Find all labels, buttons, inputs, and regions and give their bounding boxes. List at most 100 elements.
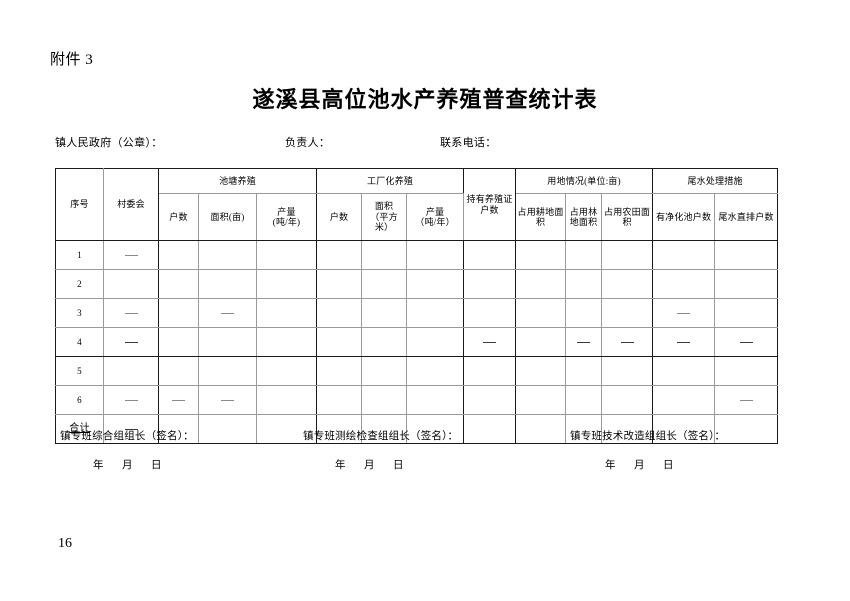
cell-land-farmland[interactable] bbox=[515, 298, 567, 328]
cell-license-households[interactable] bbox=[463, 327, 517, 357]
cell-factory-output[interactable] bbox=[406, 327, 465, 357]
cell-land-agri[interactable] bbox=[601, 240, 654, 270]
cell-license-households[interactable] bbox=[463, 298, 517, 328]
cell-license-households[interactable] bbox=[463, 385, 517, 415]
cell-village-committee[interactable] bbox=[103, 327, 159, 357]
cell-pond-area[interactable] bbox=[198, 240, 257, 270]
cell-seq[interactable]: 4 bbox=[55, 327, 104, 357]
cell-tailwater-direct[interactable] bbox=[714, 240, 779, 270]
cell-factory-area[interactable] bbox=[361, 385, 408, 415]
cell-pond-output[interactable] bbox=[255, 240, 318, 270]
cell-factory-area[interactable] bbox=[361, 240, 408, 270]
cell-land-forest[interactable] bbox=[565, 356, 603, 386]
cell-factory-output[interactable] bbox=[406, 356, 465, 386]
cell-seq[interactable]: 1 bbox=[55, 240, 104, 270]
cell-village-committee[interactable] bbox=[103, 269, 159, 299]
cell-land-agri[interactable] bbox=[601, 269, 654, 299]
cell-tailwater-purify[interactable] bbox=[652, 327, 716, 357]
cell-pond-output[interactable] bbox=[255, 356, 318, 386]
cell-land-farmland[interactable] bbox=[515, 327, 567, 357]
cell-village-committee[interactable] bbox=[103, 240, 159, 270]
cell-tailwater-purify[interactable] bbox=[652, 414, 716, 444]
cell-tailwater-direct[interactable] bbox=[714, 298, 779, 328]
cell-factory-output[interactable] bbox=[406, 298, 465, 328]
cell-land-farmland[interactable] bbox=[515, 269, 567, 299]
cell-tailwater-purify[interactable] bbox=[652, 240, 716, 270]
cell-seq[interactable]: 5 bbox=[55, 356, 104, 386]
cell-pond-households[interactable] bbox=[158, 385, 199, 415]
cell-land-forest[interactable] bbox=[565, 240, 603, 270]
cell-factory-output[interactable] bbox=[406, 414, 465, 444]
cell-pond-households[interactable] bbox=[158, 240, 199, 270]
cell-tailwater-direct[interactable] bbox=[714, 414, 779, 444]
cell-pond-households[interactable] bbox=[158, 269, 199, 299]
cell-factory-output[interactable] bbox=[406, 240, 465, 270]
cell-factory-output[interactable] bbox=[406, 269, 465, 299]
cell-land-agri[interactable] bbox=[601, 385, 654, 415]
cell-tailwater-purify[interactable] bbox=[652, 356, 716, 386]
cell-factory-households[interactable] bbox=[316, 385, 363, 415]
cell-pond-output[interactable] bbox=[255, 269, 318, 299]
cell-pond-households[interactable] bbox=[158, 327, 199, 357]
cell-license-households[interactable] bbox=[463, 269, 517, 299]
cell-pond-output[interactable] bbox=[255, 327, 318, 357]
cell-pond-area[interactable] bbox=[198, 298, 257, 328]
cell-factory-area[interactable] bbox=[361, 356, 408, 386]
cell-land-forest[interactable] bbox=[565, 385, 603, 415]
cell-pond-area[interactable] bbox=[198, 269, 257, 299]
cell-factory-households[interactable] bbox=[316, 356, 363, 386]
cell-village-committee[interactable] bbox=[103, 298, 159, 328]
cell-factory-area[interactable] bbox=[361, 269, 408, 299]
cell-land-forest[interactable] bbox=[565, 327, 603, 357]
cell-pond-output[interactable] bbox=[255, 385, 318, 415]
cell-tailwater-purify[interactable] bbox=[652, 269, 716, 299]
cell-land-agri[interactable] bbox=[601, 414, 654, 444]
cell-license-households[interactable] bbox=[463, 240, 517, 270]
cell-pond-output[interactable] bbox=[255, 298, 318, 328]
cell-factory-households[interactable] bbox=[316, 240, 363, 270]
cell-tailwater-direct[interactable] bbox=[714, 385, 779, 415]
cell-pond-area[interactable] bbox=[198, 356, 257, 386]
cell-village-committee[interactable] bbox=[103, 385, 159, 415]
cell-tailwater-direct[interactable] bbox=[714, 269, 779, 299]
cell-village-committee[interactable] bbox=[103, 356, 159, 386]
cell-factory-area[interactable] bbox=[361, 298, 408, 328]
cell-tailwater-direct[interactable] bbox=[714, 327, 779, 357]
cell-pond-households[interactable] bbox=[158, 414, 199, 444]
cell-land-farmland[interactable] bbox=[515, 356, 567, 386]
cell-pond-area[interactable] bbox=[198, 327, 257, 357]
cell-factory-households[interactable] bbox=[316, 327, 363, 357]
cell-seq[interactable]: 6 bbox=[55, 385, 104, 415]
cell-pond-households[interactable] bbox=[158, 298, 199, 328]
dash-mark bbox=[124, 342, 138, 344]
cell-tailwater-purify[interactable] bbox=[652, 385, 716, 415]
cell-pond-area[interactable] bbox=[198, 385, 257, 415]
cell-tailwater-direct[interactable] bbox=[714, 356, 779, 386]
cell-land-farmland[interactable] bbox=[515, 385, 567, 415]
cell-factory-households[interactable] bbox=[316, 269, 363, 299]
cell-land-agri[interactable] bbox=[601, 327, 654, 357]
cell-seq[interactable]: 3 bbox=[55, 298, 104, 328]
cell-land-agri[interactable] bbox=[601, 356, 654, 386]
cell-factory-area[interactable] bbox=[361, 327, 408, 357]
cell-tailwater-purify[interactable] bbox=[652, 298, 716, 328]
cell-land-agri[interactable] bbox=[601, 298, 654, 328]
cell-land-forest[interactable] bbox=[565, 269, 603, 299]
dash-mark bbox=[124, 400, 138, 402]
cell-license-households[interactable] bbox=[463, 356, 517, 386]
cell-land-farmland[interactable] bbox=[515, 414, 567, 444]
cell-pond-households[interactable] bbox=[158, 356, 199, 386]
cell-land-farmland[interactable] bbox=[515, 240, 567, 270]
cell-land-forest[interactable] bbox=[565, 414, 603, 444]
cell-seq[interactable]: 合计 bbox=[55, 414, 104, 444]
cell-seq[interactable]: 2 bbox=[55, 269, 104, 299]
person-in-charge-label: 负责人： bbox=[285, 137, 331, 149]
cell-pond-output[interactable] bbox=[255, 414, 318, 444]
cell-factory-output[interactable] bbox=[406, 385, 465, 415]
cell-land-forest[interactable] bbox=[565, 298, 603, 328]
cell-pond-area[interactable] bbox=[198, 414, 257, 444]
cell-factory-households[interactable] bbox=[316, 298, 363, 328]
date-day-label-1: 日 bbox=[151, 460, 162, 471]
cell-factory-area[interactable] bbox=[361, 414, 408, 444]
cell-license-households[interactable] bbox=[463, 414, 517, 444]
